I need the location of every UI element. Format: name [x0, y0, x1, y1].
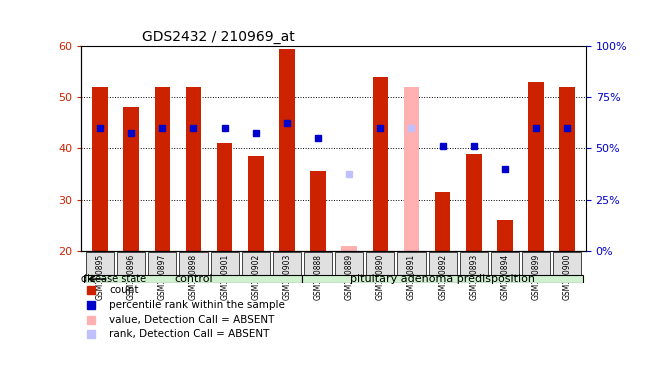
Text: GSM100892: GSM100892 — [438, 254, 447, 300]
Text: GSM100901: GSM100901 — [220, 254, 229, 300]
FancyBboxPatch shape — [148, 252, 176, 281]
Text: rank, Detection Call = ABSENT: rank, Detection Call = ABSENT — [109, 329, 270, 339]
Bar — [248, 156, 264, 251]
FancyBboxPatch shape — [273, 252, 301, 281]
FancyBboxPatch shape — [242, 252, 270, 281]
Text: pituitary adenoma predisposition: pituitary adenoma predisposition — [350, 274, 535, 284]
Bar — [466, 154, 482, 251]
FancyBboxPatch shape — [553, 252, 581, 281]
Text: GSM100894: GSM100894 — [501, 254, 510, 300]
Text: value, Detection Call = ABSENT: value, Detection Call = ABSENT — [109, 314, 275, 324]
Text: GSM100891: GSM100891 — [407, 254, 416, 300]
Bar — [341, 246, 357, 251]
Bar — [217, 143, 232, 251]
Bar — [92, 87, 108, 251]
Text: GSM100890: GSM100890 — [376, 254, 385, 300]
Text: GSM100888: GSM100888 — [314, 254, 322, 300]
Text: GDS2432 / 210969_at: GDS2432 / 210969_at — [142, 30, 295, 44]
FancyBboxPatch shape — [398, 252, 426, 281]
Bar — [497, 220, 513, 251]
Text: GSM100903: GSM100903 — [283, 254, 292, 300]
Bar — [279, 49, 295, 251]
Text: GSM100889: GSM100889 — [345, 254, 353, 300]
FancyBboxPatch shape — [491, 252, 519, 281]
FancyBboxPatch shape — [304, 252, 332, 281]
Bar — [528, 82, 544, 251]
FancyBboxPatch shape — [335, 252, 363, 281]
Text: GSM100895: GSM100895 — [96, 254, 105, 300]
FancyBboxPatch shape — [117, 252, 145, 281]
FancyBboxPatch shape — [428, 252, 456, 281]
FancyBboxPatch shape — [211, 252, 239, 281]
FancyBboxPatch shape — [86, 252, 114, 281]
Text: count: count — [109, 285, 139, 295]
Text: disease state: disease state — [81, 274, 146, 284]
Text: GSM100902: GSM100902 — [251, 254, 260, 300]
Bar — [559, 87, 575, 251]
Text: GSM100897: GSM100897 — [158, 254, 167, 300]
FancyBboxPatch shape — [522, 252, 550, 281]
FancyBboxPatch shape — [85, 275, 303, 283]
Bar — [404, 87, 419, 251]
Bar — [372, 77, 388, 251]
Text: GSM100896: GSM100896 — [127, 254, 135, 300]
Text: GSM100898: GSM100898 — [189, 254, 198, 300]
Text: control: control — [174, 274, 213, 284]
Text: percentile rank within the sample: percentile rank within the sample — [109, 300, 285, 310]
Bar — [186, 87, 201, 251]
Bar — [435, 192, 450, 251]
Bar — [311, 172, 326, 251]
FancyBboxPatch shape — [460, 252, 488, 281]
Bar — [124, 108, 139, 251]
FancyBboxPatch shape — [367, 252, 395, 281]
Text: GSM100900: GSM100900 — [562, 254, 572, 300]
Bar — [154, 87, 170, 251]
Text: GSM100899: GSM100899 — [532, 254, 540, 300]
FancyBboxPatch shape — [303, 275, 583, 283]
FancyBboxPatch shape — [180, 252, 208, 281]
Text: GSM100893: GSM100893 — [469, 254, 478, 300]
